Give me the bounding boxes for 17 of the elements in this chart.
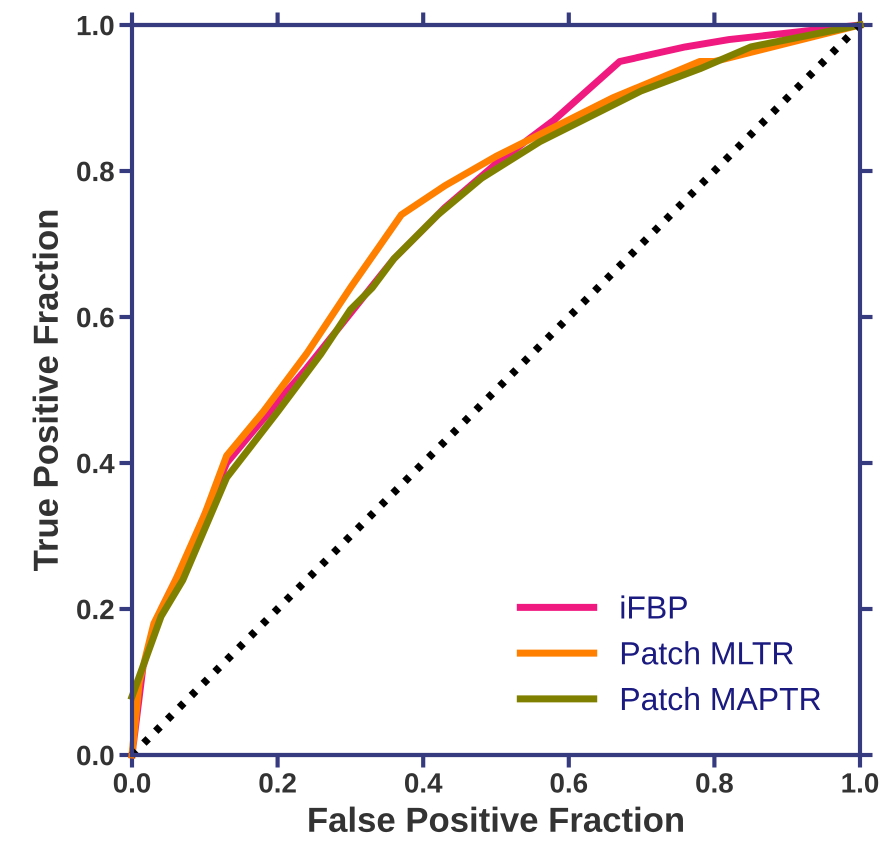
y-axis-title: True Positive Fraction — [32, 210, 58, 571]
y-tick-label: 0.4 — [77, 454, 114, 474]
legend-label: Patch MLTR — [622, 641, 793, 665]
x-tick-label: 0.6 — [550, 773, 588, 793]
x-tick-label: 1.0 — [842, 773, 878, 793]
legend-label: iFBP — [621, 595, 687, 619]
legend-label: Patch MAPTR — [622, 686, 820, 710]
x-tick-label: 0.0 — [114, 773, 150, 793]
x-tick-label: 0.2 — [259, 773, 296, 793]
y-tick-label: 0.2 — [77, 600, 114, 620]
x-tick-label: 0.8 — [696, 773, 733, 793]
y-tick-label: 0.8 — [77, 162, 114, 182]
y-tick-label: 1.0 — [78, 16, 114, 36]
x-axis-title: False Positive Fraction — [309, 806, 683, 832]
x-tick-label: 0.4 — [404, 773, 442, 793]
y-tick-label: 0.6 — [77, 308, 114, 328]
y-tick-label: 0.0 — [77, 746, 114, 766]
